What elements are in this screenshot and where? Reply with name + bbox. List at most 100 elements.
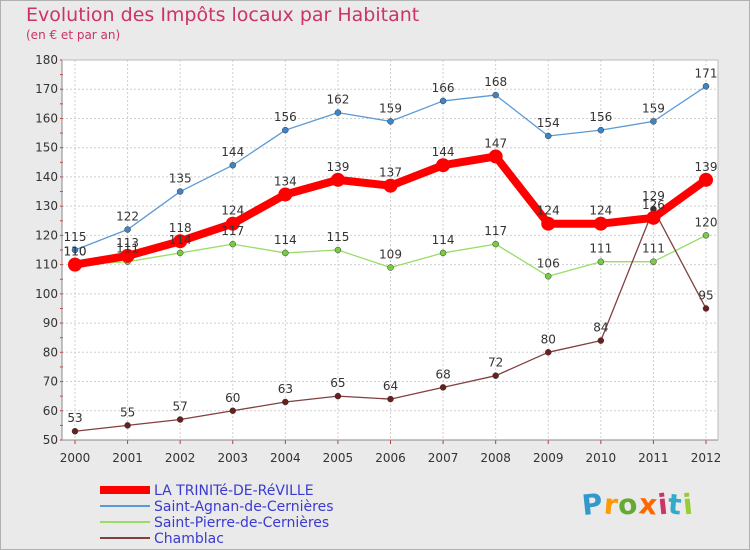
data-label: 95 — [698, 288, 713, 302]
proxiti-logo: Proxiti — [580, 486, 695, 523]
data-label: 110 — [64, 245, 87, 259]
data-label: 154 — [537, 116, 560, 130]
data-label: 117 — [484, 224, 507, 238]
data-point — [646, 210, 661, 225]
data-label: 171 — [695, 66, 718, 80]
x-tick-label: 2008 — [480, 451, 511, 465]
data-point — [124, 226, 131, 233]
legend: LA TRINITé-DE-RéVILLESaint-Agnan-de-Cern… — [100, 483, 333, 547]
data-point — [387, 118, 394, 125]
data-label: 118 — [169, 221, 192, 235]
x-tick-label: 2002 — [165, 451, 196, 465]
data-point — [68, 257, 82, 272]
data-point — [229, 240, 236, 248]
data-point — [650, 258, 657, 265]
legend-entry: Saint-Agnan-de-Cernières — [154, 499, 333, 515]
data-point — [173, 234, 188, 249]
data-point — [334, 246, 342, 254]
data-point — [282, 249, 289, 257]
x-tick-label: 2007 — [428, 451, 459, 465]
data-label: 124 — [537, 204, 560, 218]
y-tick-label: 70 — [43, 375, 58, 389]
data-point — [597, 126, 605, 134]
y-tick-label: 50 — [43, 433, 58, 447]
data-label: 72 — [488, 356, 503, 370]
data-point — [593, 216, 608, 231]
data-label: 124 — [221, 204, 244, 218]
data-point — [702, 83, 710, 90]
data-label: 65 — [330, 376, 345, 390]
y-tick-label: 110 — [35, 258, 58, 272]
data-label: 111 — [642, 242, 665, 256]
data-label: 109 — [379, 248, 402, 262]
data-point — [71, 246, 79, 254]
data-label: 159 — [642, 101, 665, 115]
data-point — [229, 407, 236, 415]
data-point — [439, 249, 447, 257]
chart-subtitle: (en € et par an) — [26, 28, 121, 42]
y-tick-label: 170 — [35, 82, 58, 96]
data-point — [124, 422, 131, 429]
y-tick-label: 80 — [43, 345, 58, 359]
data-point — [597, 258, 605, 265]
chart-title: Evolution des Impôts locaux par Habitant — [26, 4, 420, 26]
x-tick-label: 2006 — [375, 451, 406, 465]
data-point — [176, 249, 184, 257]
data-point — [282, 398, 289, 406]
x-tick-label: 2004 — [270, 451, 301, 465]
logo-letter: P — [580, 486, 606, 523]
data-label: 122 — [116, 210, 139, 224]
series-saint-agnan-de-cerni-res — [71, 83, 710, 254]
data-label: 117 — [221, 224, 244, 238]
data-label: 106 — [537, 256, 560, 270]
series-layer — [68, 83, 713, 435]
data-label: 114 — [432, 233, 455, 247]
data-label: 114 — [169, 233, 192, 247]
y-tick-label: 130 — [35, 199, 58, 213]
data-point — [387, 395, 394, 403]
y-tick-label: 60 — [43, 404, 58, 418]
x-tick-label: 2003 — [217, 451, 248, 465]
data-point — [71, 427, 79, 435]
x-tick-label: 2009 — [533, 451, 564, 465]
data-label: 111 — [589, 242, 612, 256]
data-label: 144 — [432, 145, 455, 159]
data-point — [229, 161, 236, 169]
y-tick-label: 160 — [35, 111, 58, 125]
data-label: 168 — [484, 75, 507, 89]
data-point — [545, 349, 552, 356]
logo-letter: i — [680, 487, 695, 522]
data-point — [225, 216, 240, 231]
data-point — [176, 416, 184, 423]
data-label: 80 — [541, 332, 556, 346]
data-point — [492, 372, 499, 379]
data-point — [545, 132, 552, 140]
data-point — [597, 337, 605, 344]
data-point — [699, 172, 713, 187]
y-tick-label: 100 — [35, 287, 58, 301]
y-tick-label: 180 — [35, 53, 58, 67]
data-label: 156 — [589, 110, 612, 124]
y-tick-label: 150 — [35, 141, 58, 155]
legend-entry: LA TRINITé-DE-RéVILLE — [154, 483, 314, 499]
x-tick-label: 2011 — [638, 451, 669, 465]
data-label: 139 — [695, 160, 718, 174]
data-label: 126 — [642, 198, 665, 212]
y-tick-label: 140 — [35, 170, 58, 184]
data-point — [282, 126, 289, 134]
series-la-trinit-de-r-ville — [68, 149, 713, 272]
data-point — [650, 118, 657, 125]
data-point — [488, 149, 503, 164]
data-label: 134 — [274, 174, 297, 188]
data-point — [383, 178, 398, 193]
data-label: 159 — [379, 101, 402, 115]
logo-letter: o — [616, 487, 641, 522]
data-label: 110 — [64, 245, 87, 259]
data-label: 162 — [326, 93, 349, 107]
data-point — [492, 240, 499, 248]
x-tick-label: 2012 — [691, 451, 722, 465]
y-tick-label: 120 — [35, 228, 58, 242]
data-point — [439, 97, 447, 105]
data-point — [492, 91, 499, 99]
